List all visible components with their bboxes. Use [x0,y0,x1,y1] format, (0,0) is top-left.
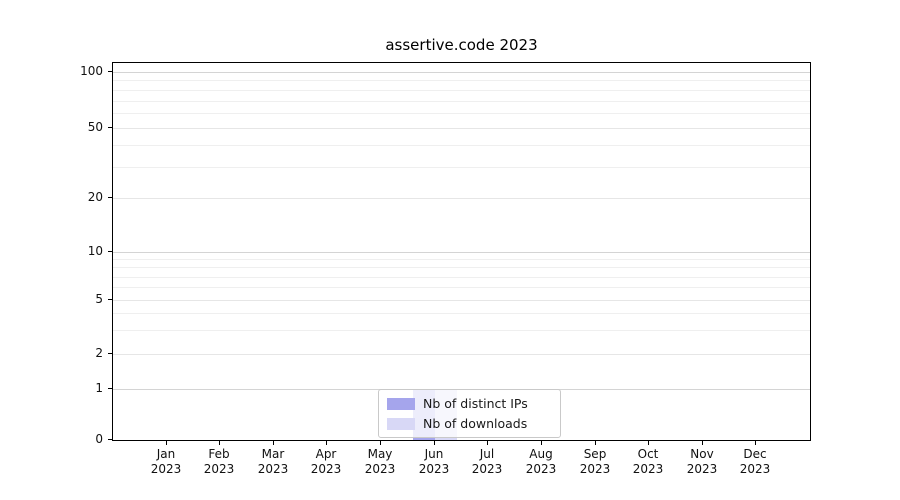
x-tick-label-line: 2023 [310,462,342,476]
y-tick-mark [108,71,112,72]
x-tick-label: May 2023 [350,447,410,477]
legend-label: Nb of downloads [423,416,528,431]
x-tick-label-line: 2023 [418,462,450,476]
y-tick-label: 20 [87,190,103,204]
y-tick-label: 50 [87,120,103,134]
grid-line-major [113,72,810,73]
grid-line-major [113,252,810,253]
x-tick-label-line: Mar [261,447,285,461]
y-tick-label: 100 [80,64,103,78]
x-tick-mark [380,441,381,445]
x-tick-label: Sep 2023 [565,447,625,477]
legend-label: Nb of distinct IPs [423,396,528,411]
x-tick-mark [648,441,649,445]
chart-title: assertive.code 2023 [385,36,538,54]
x-tick-label: Mar 2023 [243,447,303,477]
x-tick-mark [487,441,488,445]
y-tick-label: 2 [95,346,103,360]
x-tick-label: Nov 2023 [672,447,732,477]
y-tick-label: 1 [95,381,103,395]
x-tick-label-line: 2023 [739,462,771,476]
legend: Nb of distinct IPs Nb of downloads [378,389,561,438]
x-tick-mark [326,441,327,445]
x-tick-label: Feb 2023 [189,447,249,477]
y-tick-mark [108,353,112,354]
grid-line-minor [113,267,810,268]
x-tick-label-line: May [367,447,393,461]
x-tick-label-line: Jan [156,447,176,461]
x-tick-label-line: Nov [690,447,714,461]
grid-line-minor [113,277,810,278]
grid-line-minor [113,330,810,331]
y-tick-label: 5 [95,292,103,306]
x-tick-mark [219,441,220,445]
grid-line-minor [113,167,810,168]
plot-area [112,62,811,441]
x-tick-label-line: 2023 [203,462,235,476]
legend-swatch [387,397,415,410]
x-tick-label-line: Sep [583,447,607,461]
grid-line-major [113,354,810,355]
x-tick-label-line: 2023 [364,462,396,476]
x-tick-label: Apr 2023 [296,447,356,477]
x-tick-mark [541,441,542,445]
legend-item: Nb of distinct IPs [387,395,552,412]
grid-line-minor [113,113,810,114]
x-tick-label-line: Jun [424,447,444,461]
y-tick-mark [108,197,112,198]
grid-line-minor [113,80,810,81]
x-tick-label-line: 2023 [471,462,503,476]
x-tick-label-line: 2023 [632,462,664,476]
x-tick-mark [595,441,596,445]
x-tick-label-line: Jul [479,447,495,461]
x-tick-label: Dec 2023 [725,447,785,477]
y-tick-label: 0 [95,432,103,446]
x-tick-mark [755,441,756,445]
grid-line-minor [113,313,810,314]
x-tick-mark [166,441,167,445]
x-tick-label-line: Feb [208,447,230,461]
x-tick-label-line: 2023 [686,462,718,476]
grid-line-minor [113,287,810,288]
x-tick-mark [273,441,274,445]
x-tick-label-line: Apr [315,447,337,461]
y-tick-mark [108,388,112,389]
grid-line-major [113,128,810,129]
x-tick-mark [434,441,435,445]
x-tick-label: Oct 2023 [618,447,678,477]
x-tick-mark [702,441,703,445]
x-tick-label-line: 2023 [257,462,289,476]
y-tick-mark [108,439,112,440]
x-tick-label-line: 2023 [579,462,611,476]
legend-swatch [387,417,415,430]
x-tick-label: Jun 2023 [404,447,464,477]
y-tick-mark [108,127,112,128]
x-tick-label-line: Dec [743,447,767,461]
x-tick-label: Aug 2023 [511,447,571,477]
x-tick-label: Jul 2023 [457,447,517,477]
x-tick-label: Jan 2023 [136,447,196,477]
y-tick-mark [108,299,112,300]
x-tick-label-line: 2023 [150,462,182,476]
grid-line-minor [113,145,810,146]
grid-line-minor [113,90,810,91]
grid-line-minor [113,259,810,260]
grid-line-major [113,198,810,199]
y-tick-label: 10 [87,244,103,258]
x-tick-label-line: Aug [529,447,553,461]
y-tick-mark [108,251,112,252]
grid-line-minor [113,101,810,102]
x-tick-label-line: Oct [637,447,659,461]
grid-line-major [113,300,810,301]
x-tick-label-line: 2023 [525,462,557,476]
legend-item: Nb of downloads [387,415,552,432]
